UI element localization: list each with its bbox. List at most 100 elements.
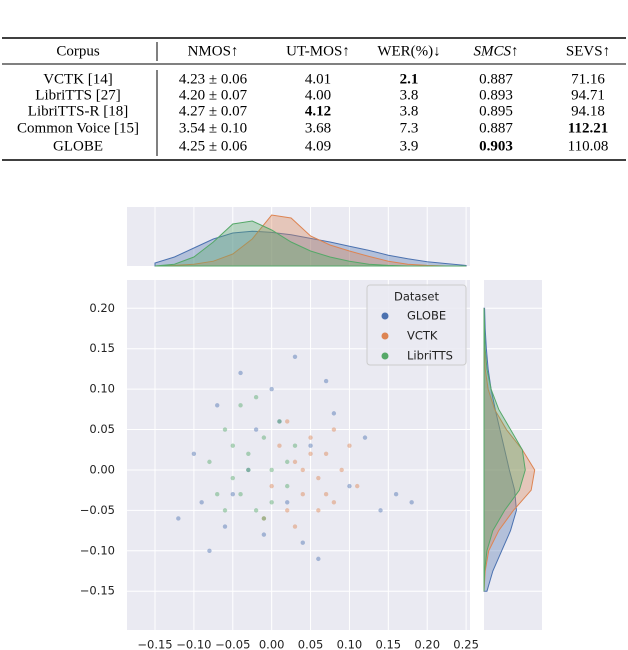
jointplot: −0.15 −0.10 −0.05 0.00 0.05 0.10 0.15 0.20 0.25 0… [80,207,542,650]
table-cell: 4.01 [305,71,331,87]
column-header: SMCS↑ [474,43,519,59]
scatter-point [323,378,329,384]
table-cell: GLOBE [53,138,103,154]
table-cell: 3.8 [400,87,419,103]
x-tick-label: −0.15 [137,638,172,650]
scatter-point [261,516,267,521]
scatter-point [222,427,228,432]
scatter-point [246,467,251,473]
kde-area [483,308,526,592]
legend-label: VCTK [407,329,438,343]
table-cell: 112.21 [568,120,608,136]
scatter-point [300,467,305,473]
scatter-point [269,386,274,392]
y-tick-label: 0.20 [89,301,115,315]
kde-area [483,307,517,592]
scatter-point [316,475,321,481]
scatter-point [277,419,282,424]
table-cell: LibriTTS-R [18] [28,103,128,119]
table-cell: 0.895 [479,103,513,119]
scatter-point [347,443,352,448]
legend-label: LibriTTS [407,349,453,363]
scatter-point [378,508,383,513]
table-cell: 3.68 [305,120,331,136]
column-header: NMOS↑ [188,43,239,59]
table-cell: VCTK [14] [43,71,113,87]
scatter-point [261,435,267,440]
legend-marker [381,312,389,320]
y-tick-label: 0.00 [89,462,115,476]
scatter-point [238,370,243,376]
legend-label: GLOBE [407,309,446,323]
table-cell: 0.887 [479,120,513,136]
scatter-point [292,524,298,529]
scatter-point [285,459,290,465]
scatter-point [253,395,259,400]
table-cell: 4.23 ± 0.06 [179,71,248,87]
scatter-point [285,508,290,513]
table-cell: 3.9 [400,138,419,154]
table-cell: 94.18 [571,103,605,119]
x-tick-label: 0.15 [376,638,402,650]
y-tick-label: 0.05 [89,422,115,436]
scatter-point [285,419,290,424]
table-cell: 4.27 ± 0.07 [179,103,248,119]
scatter-point [285,483,290,489]
x-tick-label: 0.25 [453,638,479,650]
legend-marker [381,332,389,340]
scatter-point [339,467,344,473]
table-cell: 94.71 [571,87,605,103]
table-cell: 4.25 ± 0.06 [179,138,248,154]
table-cell: 3.54 ± 0.10 [179,120,247,136]
scatter-point [355,483,360,489]
scatter-point [347,483,352,489]
scatter-point [292,459,298,465]
legend-title: Dataset [394,290,440,304]
table-cell: 0.893 [479,87,513,103]
scatter-point [222,508,228,513]
scatter-point [269,467,274,473]
scatter-point [269,483,274,489]
scatter-point [246,467,251,473]
scatter-point [176,516,181,521]
x-tick-label: 0.00 [259,638,285,650]
table-cell: 4.20 ± 0.07 [179,87,248,103]
scatter-point [230,475,235,481]
legend-box [366,284,467,366]
table-cell: 0.903 [479,138,513,154]
scatter-point [207,459,212,465]
scatter-point [331,500,337,505]
scatter-point [238,492,243,497]
scatter-point [222,524,228,529]
scatter-point [323,451,329,456]
scatter-point [261,516,267,521]
scatter-point [215,403,220,408]
y-tick-label: 0.10 [89,382,115,396]
scatter-point [191,451,197,456]
y-tick-label: 0.15 [89,341,115,355]
x-tick-label: 0.10 [337,638,363,650]
scatter-point [308,451,313,456]
table-cell: Common Voice [15] [17,120,139,136]
table-cell: 0.887 [479,71,513,87]
scatter-point [323,492,329,497]
x-tick-label: −0.10 [176,638,211,650]
scatter-point [246,451,251,456]
scatter-point [292,443,298,448]
table-cell: 4.00 [305,87,331,103]
scatter-point [207,548,212,553]
scatter-point [393,492,399,497]
scatter-point [215,492,220,497]
scatter-point [238,403,243,408]
table-cell: 2.1 [400,71,419,87]
right-marginal-bg [484,280,542,630]
scatter-point [331,411,337,416]
column-header: UT-MOS↑ [286,43,350,59]
scatter-point [253,508,259,513]
scatter-point [261,532,267,537]
scatter-point [285,500,290,505]
column-header: WER(%)↓ [377,43,440,59]
y-tick-label: −0.15 [80,584,115,598]
scatter-point [199,500,204,505]
